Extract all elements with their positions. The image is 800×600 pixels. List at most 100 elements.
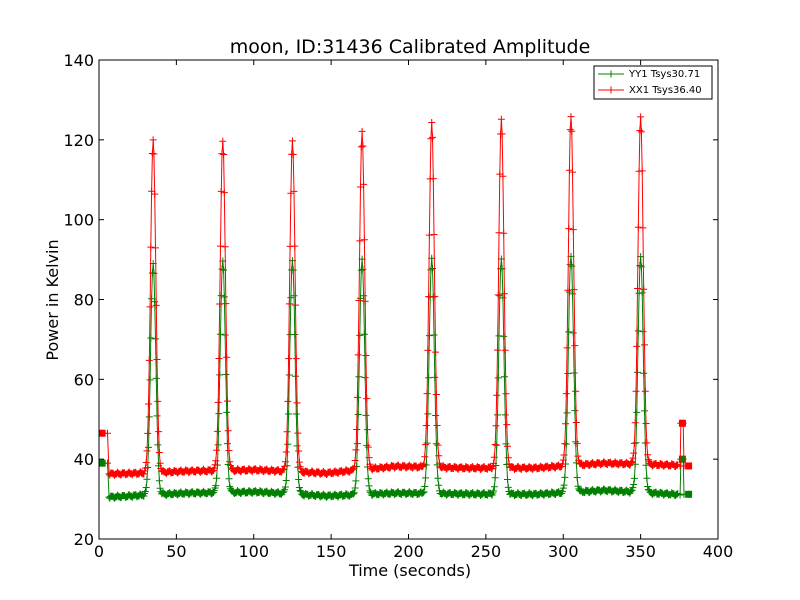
data-point-xx1 xyxy=(151,244,159,252)
data-point-yy1 xyxy=(639,328,647,336)
data-point-yy1 xyxy=(350,489,358,497)
data-point-xx1 xyxy=(425,293,433,301)
data-point-yy1 xyxy=(362,411,370,419)
data-point-xx1 xyxy=(570,286,578,294)
y-axis: 20 40 60 80 100 120 140 xyxy=(63,51,718,549)
data-point-yy1 xyxy=(634,368,642,376)
chart-title: moon, ID:31436 Calibrated Amplitude xyxy=(230,36,591,58)
data-point-yy1 xyxy=(155,477,163,485)
data-point-xx1 xyxy=(637,128,645,136)
data-point-xx1 xyxy=(212,457,220,465)
data-point-xx1 xyxy=(285,300,293,308)
data-point-xx1 xyxy=(491,441,499,449)
data-point-yy1 xyxy=(352,477,360,485)
legend-label-yy1: YY1 Tsys30.71 xyxy=(628,69,700,80)
data-point-xx1 xyxy=(571,342,579,350)
data-point-yy1 xyxy=(141,487,149,495)
legend-marker-yy1 xyxy=(607,70,615,78)
data-point-yy1 xyxy=(504,476,512,484)
data-point-yy1 xyxy=(292,372,300,380)
data-point-xx1 xyxy=(490,453,498,461)
data-point-xx1 xyxy=(148,187,156,195)
data-point-xx1 xyxy=(423,390,431,398)
data-point-xx1 xyxy=(365,454,373,462)
data-point-xx1 xyxy=(565,166,573,174)
y-tick-label: 40 xyxy=(74,450,94,469)
data-point-yy1 xyxy=(640,369,648,377)
legend-marker-xx1 xyxy=(607,86,615,94)
data-point-yy1 xyxy=(434,474,442,482)
data-point-yy1 xyxy=(501,411,509,419)
data-point-yy1 xyxy=(225,475,233,483)
data-point-yy1 xyxy=(356,331,364,339)
data-point-yy1 xyxy=(564,370,572,378)
data-point-yy1 xyxy=(296,487,304,495)
data-point-xx1 xyxy=(294,429,302,437)
data-point-yy1 xyxy=(565,328,573,336)
data-point-xx1 xyxy=(214,398,222,406)
data-point-xx1 xyxy=(626,461,634,469)
data-point-xx1 xyxy=(292,301,300,309)
data-point-yy1 xyxy=(638,289,646,297)
data-point-xx1 xyxy=(435,452,443,460)
data-point-xx1 xyxy=(642,420,650,428)
data-point-yy1 xyxy=(421,482,429,490)
data-point-yy1 xyxy=(491,474,499,482)
data-point-yy1 xyxy=(216,371,224,379)
data-point-xx1 xyxy=(435,459,443,467)
data-point-marker-xx1 xyxy=(685,462,693,470)
x-tick-label: 0 xyxy=(94,542,104,561)
data-point-xx1 xyxy=(566,126,574,134)
y-tick-label: 140 xyxy=(63,51,94,70)
data-point-xx1 xyxy=(497,115,505,123)
data-point-xx1 xyxy=(500,229,508,237)
data-point-yy1 xyxy=(366,487,374,495)
plot-area xyxy=(98,59,719,540)
data-point-xx1 xyxy=(359,142,367,150)
data-point-xx1 xyxy=(216,242,224,250)
legend-label-xx1: XX1 Tsys36.40 xyxy=(629,85,702,96)
data-point-xx1 xyxy=(420,460,428,468)
data-point-yy1 xyxy=(361,374,369,382)
data-point-yy1 xyxy=(570,369,578,377)
y-axis-label: Power in Kelvin xyxy=(43,239,62,360)
data-point-yy1 xyxy=(490,483,498,491)
data-point-xx1 xyxy=(419,462,427,470)
data-point-marker-xx1 xyxy=(678,419,686,427)
data-point-xx1 xyxy=(634,223,642,231)
data-point-xx1 xyxy=(351,457,359,465)
data-point-yy1 xyxy=(419,489,427,497)
data-point-xx1 xyxy=(289,151,297,159)
x-tick-label: 400 xyxy=(703,542,734,561)
data-point-yy1 xyxy=(425,374,433,382)
data-point-xx1 xyxy=(352,446,360,454)
series-layer xyxy=(98,113,693,502)
data-point-yy1 xyxy=(435,481,443,489)
data-point-xx1 xyxy=(565,225,573,233)
legend: YY1 Tsys30.71 XX1 Tsys36.40 xyxy=(593,65,713,100)
data-point-xx1 xyxy=(428,119,436,127)
data-point-yy1 xyxy=(292,410,300,418)
data-point-yy1 xyxy=(291,330,299,338)
data-point-yy1 xyxy=(282,476,290,484)
data-point-xx1 xyxy=(278,466,286,474)
data-point-xx1 xyxy=(155,448,163,456)
data-point-xx1 xyxy=(360,180,368,188)
legend-box xyxy=(593,65,713,100)
x-tick-label: 350 xyxy=(625,542,656,561)
data-point-xx1 xyxy=(493,391,501,399)
data-point-yy1 xyxy=(353,440,361,448)
data-point-yy1 xyxy=(214,441,222,449)
data-point-yy1 xyxy=(499,294,507,302)
data-point-xx1 xyxy=(629,454,637,462)
data-point-xx1 xyxy=(152,301,160,309)
data-point-xx1 xyxy=(281,458,289,466)
data-point-xx1 xyxy=(640,341,648,349)
data-point-yy1 xyxy=(148,295,156,303)
data-point-marker-yy1 xyxy=(98,459,106,467)
data-point-yy1 xyxy=(216,330,224,338)
data-point-xx1 xyxy=(559,456,567,464)
data-point-xx1 xyxy=(560,451,568,459)
data-point-yy1 xyxy=(217,292,225,300)
